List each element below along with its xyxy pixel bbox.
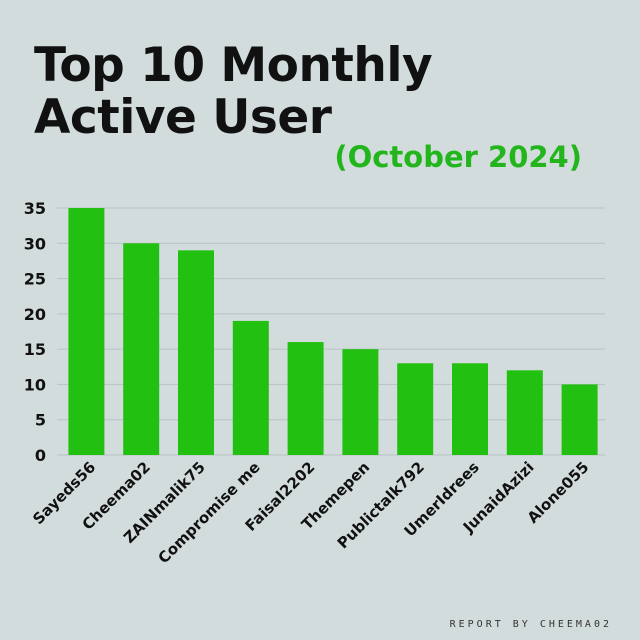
chart-title: Top 10 Monthly Active User <box>34 38 433 145</box>
y-tick-label: 35 <box>24 199 46 218</box>
bar-alone055 <box>561 384 598 455</box>
bar-zainmalik75 <box>178 250 214 455</box>
y-tick-label: 5 <box>35 411 46 430</box>
y-axis-ticks: 0 5 10 15 20 25 30 35 <box>24 199 46 465</box>
bar-junaidazizi <box>506 370 543 455</box>
y-tick-label: 15 <box>24 340 46 359</box>
bar-publictalk792 <box>397 363 434 455</box>
report-credit: REPORT BY CHEEMA02 <box>449 619 612 630</box>
y-tick-label: 20 <box>24 305 46 324</box>
title-line-1: Top 10 Monthly <box>34 38 433 93</box>
bar-compromise-me <box>232 320 269 455</box>
y-tick-label: 30 <box>24 234 46 253</box>
chart-subtitle: (October 2024) <box>334 140 582 174</box>
bars <box>68 208 598 455</box>
bar-themepen <box>342 349 379 455</box>
bar-cheema02 <box>123 243 160 455</box>
title-line-2: Active User <box>34 90 332 145</box>
y-tick-label: 25 <box>24 270 46 289</box>
y-tick-label: 0 <box>35 446 46 465</box>
bar-umeridrees <box>452 363 488 455</box>
bar-sayeds56 <box>68 208 105 455</box>
y-tick-label: 10 <box>24 375 46 394</box>
x-tick-label: Compromise me <box>155 458 264 567</box>
bar-faisal2202 <box>287 342 324 455</box>
